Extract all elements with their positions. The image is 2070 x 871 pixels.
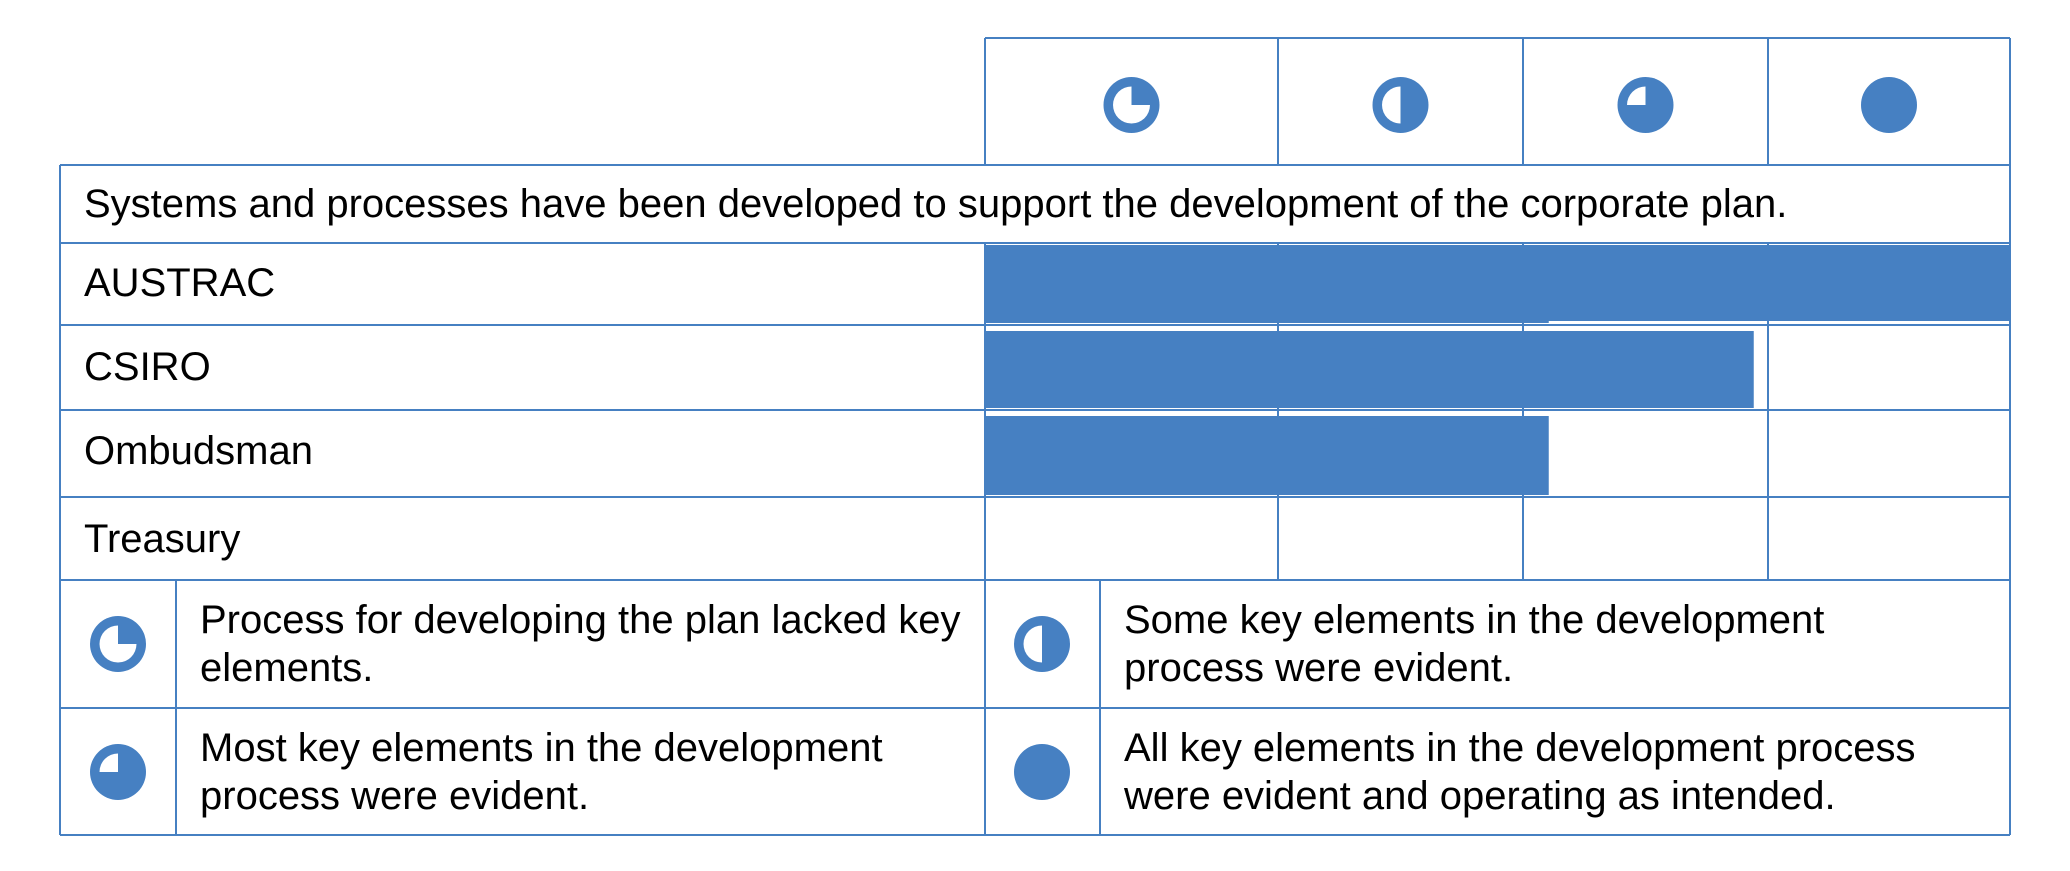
bar-ombudsman bbox=[986, 331, 1754, 408]
row-label-csiro: CSIRO bbox=[84, 345, 211, 389]
legend-text-three-quarter: Most key elements in the development pro… bbox=[200, 726, 883, 818]
row-label-austrac: AUSTRAC bbox=[84, 261, 276, 305]
bar-csiro bbox=[986, 249, 1549, 323]
header-three-quarter-pie-icon bbox=[1617, 77, 1674, 133]
legend-text-half: Some key elements in the development pro… bbox=[1124, 598, 1825, 690]
header-quarter-pie-icon bbox=[1103, 77, 1160, 133]
legend-three-quarter-pie-icon bbox=[90, 744, 146, 800]
legend-quarter-pie-icon bbox=[90, 616, 146, 672]
header-full-pie-icon bbox=[1861, 77, 1917, 133]
header-half-pie-icon bbox=[1372, 77, 1429, 133]
row-label-ombudsman: Ombudsman bbox=[84, 429, 313, 473]
legend-text-quarter: Process for developing the plan lacked k… bbox=[200, 598, 961, 690]
legend-half-pie-icon bbox=[1014, 616, 1070, 672]
chart-title: Systems and processes have been develope… bbox=[84, 182, 1788, 226]
row-label-treasury: Treasury bbox=[84, 517, 241, 561]
bar-treasury bbox=[986, 416, 1549, 495]
legend-text-full: All key elements in the development proc… bbox=[1124, 726, 1916, 818]
legend-full-pie-icon bbox=[1014, 744, 1070, 800]
